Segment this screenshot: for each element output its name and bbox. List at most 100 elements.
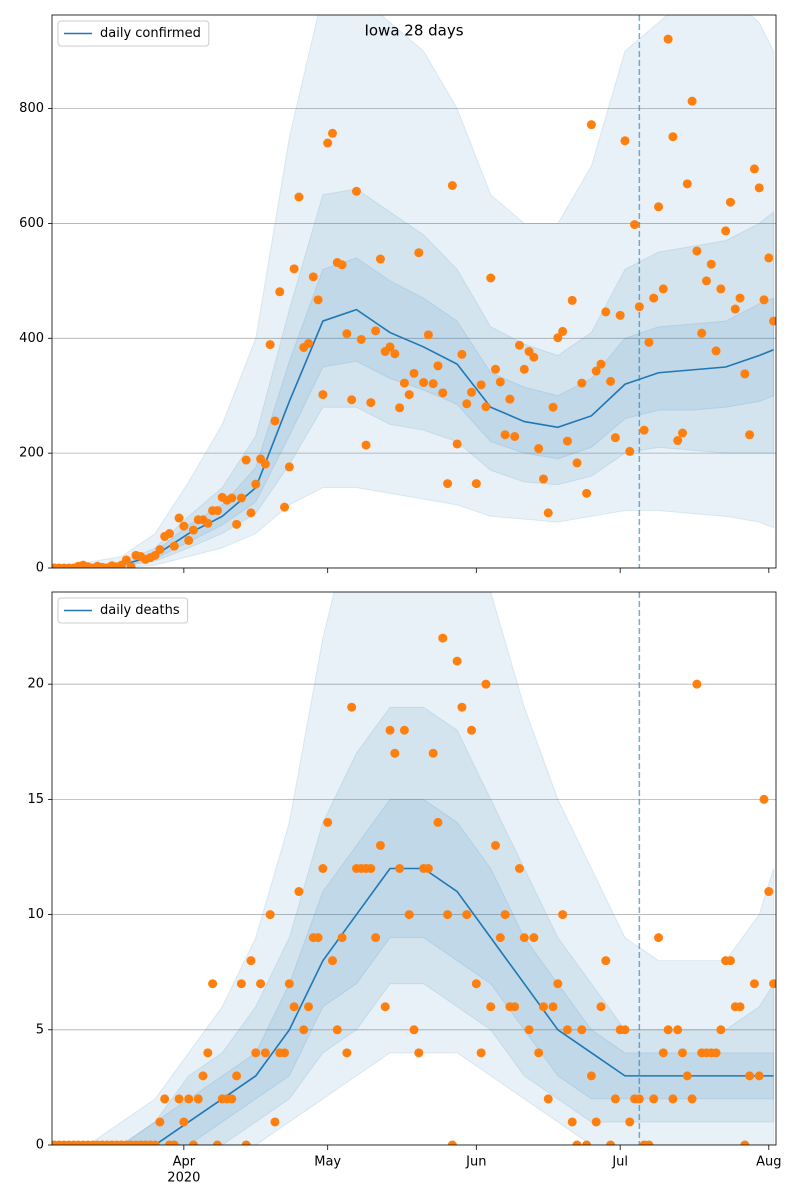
observed-point	[634, 1094, 644, 1104]
observed-point	[663, 34, 673, 44]
observed-point	[188, 525, 198, 535]
observed-point	[232, 519, 242, 529]
observed-point	[721, 226, 731, 236]
observed-point	[553, 333, 563, 343]
observed-point	[284, 462, 294, 472]
observed-point	[500, 910, 510, 920]
observed-point	[749, 979, 759, 989]
observed-point	[654, 202, 664, 212]
observed-point	[462, 910, 472, 920]
observed-point	[327, 128, 337, 138]
observed-point	[160, 1094, 170, 1104]
observed-point	[150, 1140, 160, 1145]
x-tick-label: May	[314, 1155, 341, 1170]
y-tick-label: 10	[27, 907, 44, 922]
legend-box	[57, 597, 189, 624]
observed-point	[673, 436, 683, 446]
observed-point	[606, 1140, 616, 1145]
observed-point	[332, 1025, 342, 1035]
chart-title: Iowa 28 days	[364, 22, 463, 40]
observed-point	[284, 979, 294, 989]
observed-point	[433, 817, 443, 827]
observed-point	[169, 541, 179, 551]
y-tick-label: 15	[27, 792, 44, 807]
plot-content	[52, 15, 776, 568]
observed-point	[687, 1094, 697, 1104]
observed-point	[543, 1094, 553, 1104]
observed-point	[241, 1140, 251, 1145]
observed-point	[289, 1002, 299, 1012]
observed-point	[658, 284, 668, 294]
y-tick-label: 20	[27, 677, 44, 692]
observed-point	[404, 390, 414, 400]
observed-point	[385, 342, 395, 352]
observed-point	[423, 330, 433, 340]
observed-point	[371, 326, 381, 336]
observed-point	[121, 555, 131, 565]
observed-point	[323, 817, 333, 827]
y-tick-label: 5	[36, 1022, 44, 1037]
y-tick-label: 600	[19, 216, 44, 231]
observed-point	[419, 378, 429, 388]
observed-point	[390, 349, 400, 359]
observed-point	[572, 458, 582, 468]
observed-point	[725, 956, 735, 966]
observed-point	[682, 179, 692, 189]
observed-point	[558, 910, 568, 920]
observed-point	[735, 293, 745, 303]
observed-point	[610, 1094, 620, 1104]
observed-point	[620, 1025, 630, 1035]
observed-point	[529, 352, 539, 362]
observed-point	[375, 840, 385, 850]
observed-point	[275, 287, 285, 297]
observed-point	[361, 440, 371, 450]
observed-point	[769, 979, 776, 989]
observed-point	[740, 369, 750, 379]
observed-point	[452, 439, 462, 449]
y-tick-label: 400	[19, 331, 44, 346]
observed-point	[716, 1025, 726, 1035]
observed-point	[601, 956, 611, 966]
x-tick-label: Aug	[756, 1155, 781, 1170]
axes-frame	[51, 14, 777, 569]
legend-label: daily confirmed	[100, 26, 201, 41]
uncertainty-band	[54, 706, 775, 1145]
observed-point	[169, 1140, 179, 1145]
observed-point	[596, 1002, 606, 1012]
observed-point	[371, 933, 381, 943]
observed-point	[366, 398, 376, 408]
observed-point	[443, 479, 453, 489]
observed-point	[591, 366, 601, 376]
observed-point	[304, 338, 314, 348]
legend-label: daily deaths	[100, 603, 180, 618]
observed-point	[227, 1094, 237, 1104]
observed-point	[294, 192, 304, 202]
observed-point	[212, 506, 222, 516]
observed-point	[524, 1025, 534, 1035]
observed-point	[519, 364, 529, 374]
observed-point	[663, 1025, 673, 1035]
observed-point	[548, 1002, 558, 1012]
observed-point	[126, 562, 136, 568]
observed-point	[553, 979, 563, 989]
observed-point	[265, 910, 275, 920]
x-tick-label: Jul	[611, 1155, 628, 1170]
observed-point	[155, 1117, 165, 1127]
observed-point	[457, 349, 467, 359]
observed-point	[534, 1048, 544, 1058]
observed-point	[471, 979, 481, 989]
observed-point	[562, 1025, 572, 1035]
observed-point	[366, 864, 376, 873]
observed-point	[236, 979, 246, 989]
observed-point	[174, 513, 184, 523]
observed-point	[351, 186, 361, 196]
plot-area: 0 200 400 600 800 Iowa 28 days daily confirmed	[19, 14, 777, 576]
uncertainty-band	[54, 257, 775, 568]
observed-point	[749, 164, 759, 174]
observed-point	[692, 246, 702, 256]
observed-point	[538, 1002, 548, 1012]
observed-point	[241, 455, 251, 465]
observed-point	[610, 433, 620, 443]
observed-point	[447, 181, 457, 191]
observed-point	[375, 254, 385, 264]
